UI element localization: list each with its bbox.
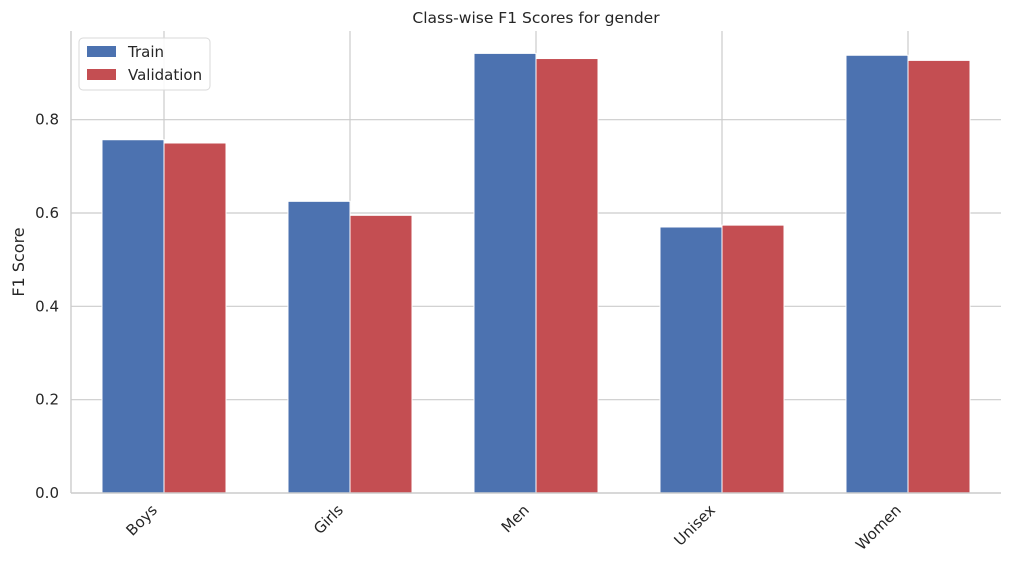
x-tick-label: Men (498, 501, 533, 536)
y-tick-label: 0.0 (35, 484, 59, 502)
x-tick-label: Girls (310, 501, 347, 538)
bar-train-women (845, 54, 909, 494)
x-tick-label: Boys (123, 501, 161, 539)
bar-validation-girls (349, 214, 413, 494)
bar-train-unisex (659, 226, 723, 494)
x-tick-label: Women (852, 501, 905, 554)
legend-label-validation: Validation (128, 66, 202, 84)
bar-train-men (473, 52, 537, 494)
y-tick-label: 0.4 (35, 297, 59, 315)
legend-swatch-train (87, 46, 116, 57)
bar-train-girls (287, 200, 351, 494)
y-tick-label: 0.6 (35, 204, 59, 222)
chart-title: Class-wise F1 Scores for gender (412, 9, 660, 27)
y-axis-label: F1 Score (9, 227, 28, 296)
legend-swatch-validation (87, 69, 116, 80)
bar-train-boys (101, 139, 165, 494)
bar-validation-women (907, 59, 971, 494)
legend-label-train: Train (127, 43, 164, 61)
y-tick-label: 0.8 (35, 111, 59, 129)
bar-validation-men (535, 58, 599, 494)
x-tick-label: Unisex (671, 501, 719, 549)
bars (101, 52, 971, 494)
legend: Train Validation (78, 37, 211, 91)
bar-validation-unisex (721, 224, 785, 494)
axes (70, 31, 1001, 494)
y-tick-label: 0.2 (35, 391, 59, 409)
bar-validation-boys (163, 142, 227, 494)
